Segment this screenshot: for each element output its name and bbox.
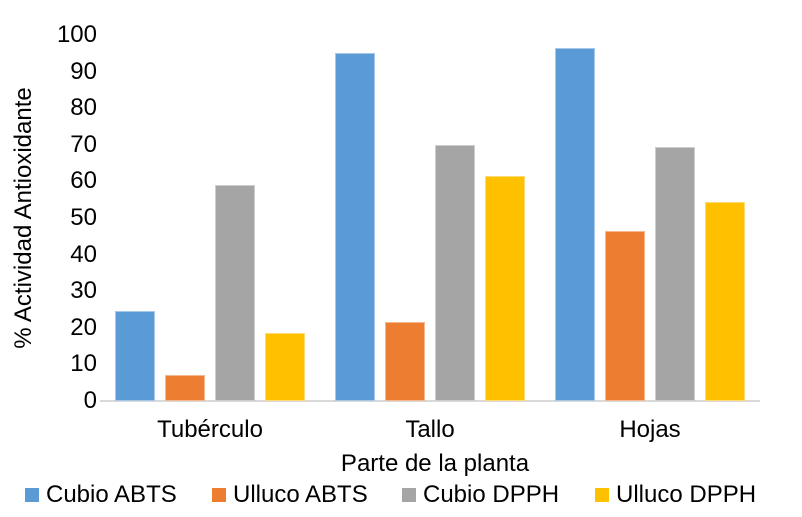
y-tick-label-40: 40 bbox=[70, 240, 97, 268]
bar-ulluco-abts-tuberculo bbox=[165, 375, 205, 401]
y-tick-label-90: 90 bbox=[70, 57, 97, 85]
bar-cubio-abts-tallo bbox=[335, 53, 375, 401]
legend-marker-cubio-abts-icon bbox=[25, 488, 39, 502]
legend-marker-cubio-dpph-icon bbox=[402, 488, 416, 502]
bar-cubio-dpph-tallo bbox=[435, 144, 475, 401]
x-category-label-tuberculo: Tubérculo bbox=[157, 416, 263, 443]
y-tick-label-50: 50 bbox=[70, 204, 97, 231]
bar-cubio-abts-hojas bbox=[555, 47, 595, 401]
bar-cubio-dpph-tuberculo bbox=[215, 185, 255, 401]
y-tick-label-60: 60 bbox=[70, 167, 97, 195]
legend-item-cubio-dpph: Cubio DPPH bbox=[402, 481, 560, 508]
bar-cubio-dpph-hojas bbox=[655, 146, 695, 401]
legend-label-cubio-abts: Cubio ABTS bbox=[46, 481, 177, 508]
y-axis-tick-labels: 0 10 20 30 40 50 60 70 80 90 100 bbox=[0, 0, 97, 517]
bar-ulluco-dpph-tuberculo bbox=[265, 333, 305, 401]
bar-ulluco-abts-hojas bbox=[605, 230, 645, 401]
bar-ulluco-dpph-hojas bbox=[705, 201, 745, 401]
legend-label-ulluco-abts: Ulluco ABTS bbox=[233, 481, 368, 508]
x-category-label-tallo: Tallo bbox=[405, 416, 455, 443]
y-tick-label-10: 10 bbox=[70, 350, 97, 378]
y-tick-label-0: 0 bbox=[83, 387, 97, 414]
y-tick-label-20: 20 bbox=[70, 313, 97, 341]
x-axis-line bbox=[100, 400, 760, 402]
y-tick-label-70: 70 bbox=[70, 130, 97, 158]
legend-item-ulluco-dpph: Ulluco DPPH bbox=[595, 481, 757, 508]
legend-item-cubio-abts: Cubio ABTS bbox=[25, 481, 177, 508]
legend-item-ulluco-abts: Ulluco ABTS bbox=[212, 481, 368, 508]
legend-label-cubio-dpph: Cubio DPPH bbox=[423, 481, 560, 508]
legend-label-ulluco-dpph: Ulluco DPPH bbox=[616, 481, 757, 508]
legend-marker-ulluco-dpph-icon bbox=[595, 488, 609, 502]
x-category-label-hojas: Hojas bbox=[619, 416, 681, 443]
bar-ulluco-dpph-tallo bbox=[485, 175, 525, 401]
chart-legend: Cubio ABTS Ulluco ABTS Cubio DPPH Ulluco DP… bbox=[0, 481, 802, 510]
x-axis-title: Parte de la planta bbox=[340, 450, 530, 477]
y-tick-label-30: 30 bbox=[70, 277, 97, 305]
y-tick-label-100: 100 bbox=[56, 21, 97, 48]
bar-cubio-abts-tuberculo bbox=[115, 311, 155, 401]
y-tick-label-80: 80 bbox=[70, 94, 97, 122]
legend-marker-ulluco-abts-icon bbox=[212, 488, 226, 502]
bar-ulluco-abts-tallo bbox=[385, 322, 425, 401]
